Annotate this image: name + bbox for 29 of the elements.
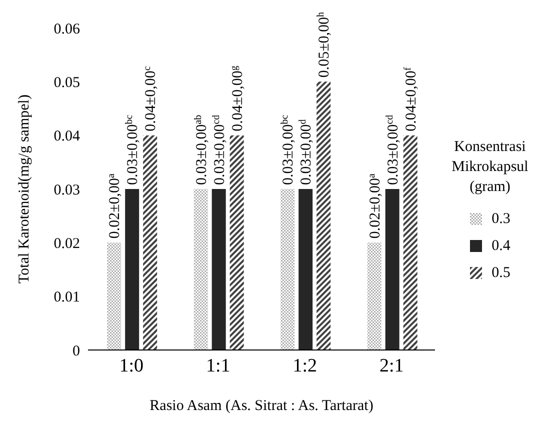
bar	[125, 189, 140, 350]
bar	[230, 135, 244, 350]
bar	[367, 242, 382, 350]
bar	[316, 82, 331, 350]
y-tick-label: 0	[72, 343, 80, 360]
y-tick-label: 0.02	[54, 236, 80, 252]
legend-label: 0.5	[492, 264, 510, 282]
y-tick-label: 0.01	[54, 290, 80, 306]
legend-title: Konsentrasi Mikrokapsul (gram)	[450, 138, 530, 196]
x-tick-label: 1:1	[206, 355, 230, 376]
y-tick-label: 0.05	[54, 74, 80, 91]
bar	[403, 135, 418, 350]
bar	[143, 135, 158, 350]
x-tick-label: 1:2	[292, 355, 318, 376]
y-tick-label: 0.04	[54, 128, 80, 145]
bar	[280, 189, 295, 350]
legend-label: 0.3	[492, 210, 510, 228]
x-tick-label: 1:0	[119, 355, 144, 376]
y-tick-label: 0.03	[54, 182, 80, 198]
bar	[385, 189, 400, 350]
x-tick-label: 2:1	[379, 355, 404, 376]
y-axis-title: Total Karotenoid(mg/g sampel)	[16, 94, 32, 284]
x-axis-title: Rasio Asam (As. Sitrat : As. Tartarat)	[150, 398, 374, 414]
bar	[107, 242, 122, 350]
legend-label: 0.4	[492, 238, 510, 254]
bar	[298, 189, 313, 350]
bar	[194, 189, 208, 350]
bar	[212, 189, 226, 350]
y-tick-label: 0.06	[54, 21, 80, 38]
